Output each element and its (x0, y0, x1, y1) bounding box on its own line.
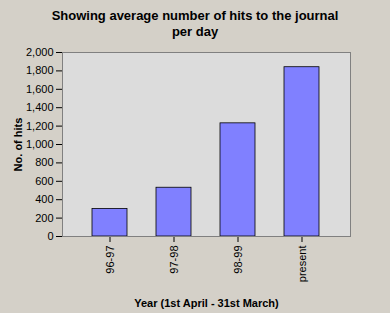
svg-text:96-97: 96-97 (104, 246, 116, 274)
svg-text:1,200: 1,200 (26, 120, 54, 132)
svg-text:present: present (296, 246, 308, 283)
svg-text:98-99: 98-99 (232, 246, 244, 274)
svg-text:800: 800 (35, 156, 53, 168)
svg-text:1,600: 1,600 (26, 83, 54, 95)
html-text:Showing average number of hits: Showing average number of hits to the jo… (51, 8, 339, 39)
svg-text:600: 600 (35, 175, 53, 187)
svg-text:400: 400 (35, 193, 53, 205)
svg-text:2,000: 2,000 (26, 46, 54, 58)
svg-text:1,800: 1,800 (26, 64, 54, 76)
svg-text:1,400: 1,400 (26, 101, 54, 113)
svg-text:200: 200 (35, 212, 53, 224)
svg-text:97-98: 97-98 (168, 246, 180, 274)
svg-text:0: 0 (47, 230, 53, 242)
svg-text:Year (1st April - 31st March): Year (1st April - 31st March) (134, 297, 279, 309)
svg-text:1,000: 1,000 (26, 138, 54, 150)
svg-text:No. of hits: No. of hits (12, 118, 24, 172)
